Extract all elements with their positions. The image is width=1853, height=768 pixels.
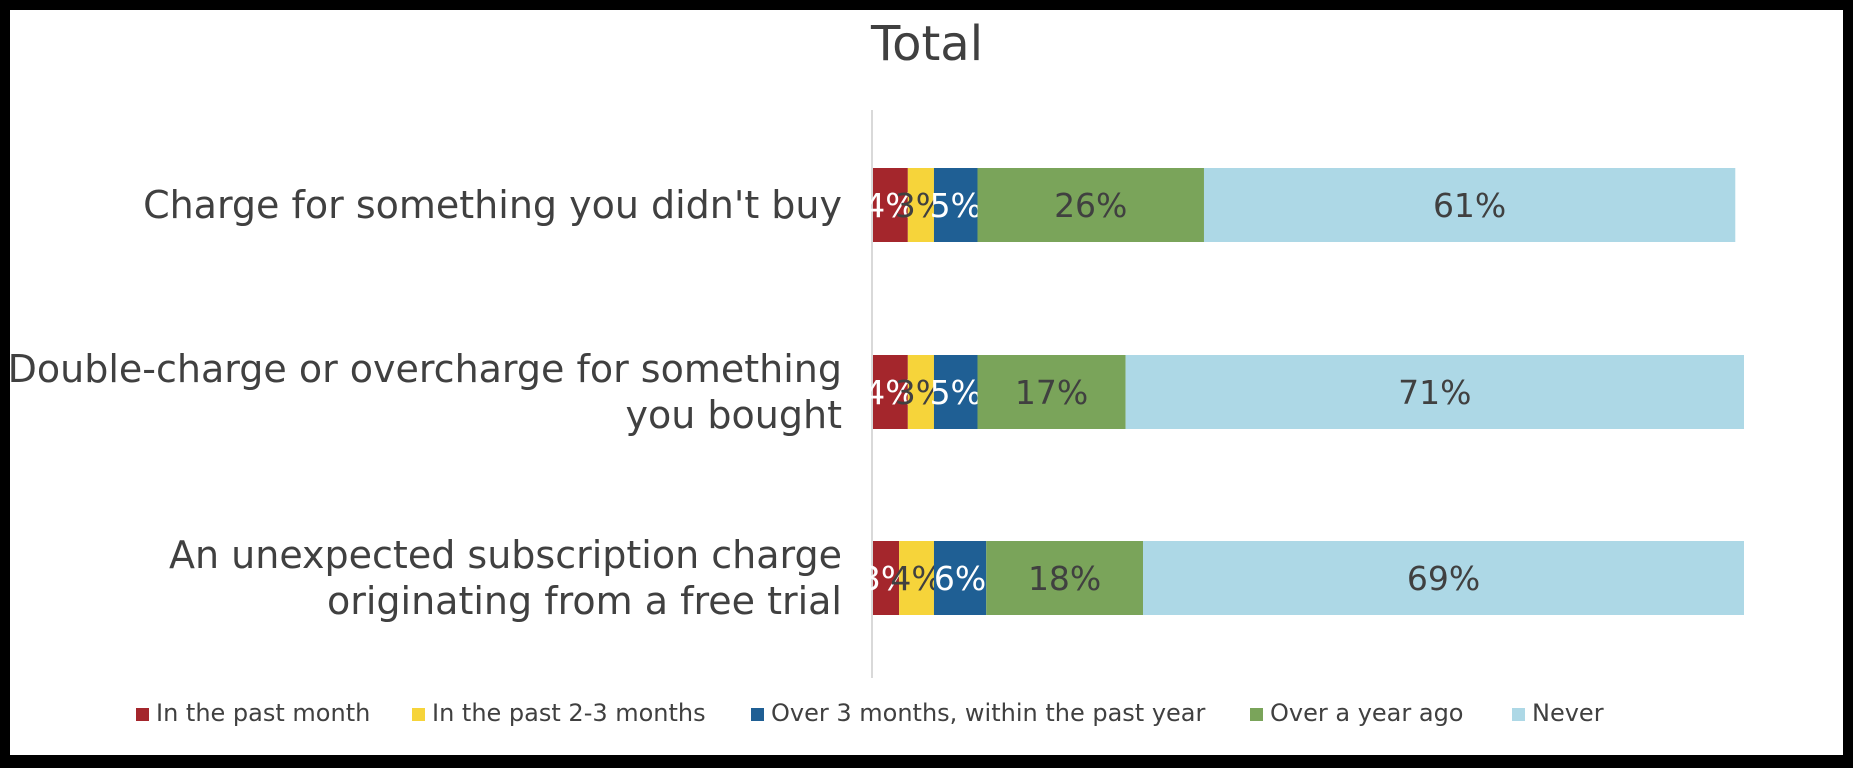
legend-swatch-5 bbox=[1512, 708, 1525, 721]
stacked-bar-chart: Total 4%3%5% 26% 61%4%3%5% 17% 71%3%4%6% 18% 6… bbox=[10, 16, 1744, 727]
legend-swatch-3 bbox=[751, 708, 764, 721]
legend-label-1: In the past month bbox=[156, 699, 370, 727]
category-label-1: Charge for something you didn't buy bbox=[143, 183, 842, 227]
bar-segment-2-1 bbox=[873, 355, 908, 429]
data-label-1-4: 26% bbox=[1054, 186, 1127, 225]
bar-segment-1-3 bbox=[933, 168, 978, 242]
category-labels: Charge for something you didn't buy Doubl… bbox=[10, 183, 842, 623]
data-label-1-3: 5% bbox=[930, 186, 982, 225]
chart-frame: Total 4% 3% 5% 26% 61% 4% 3% 5% 17% 71% 3% 4% 6% 18% 6… bbox=[10, 10, 1843, 755]
data-label-3-4: 18% bbox=[1028, 559, 1101, 598]
data-label-2-3: 5% bbox=[930, 373, 982, 412]
bar-segment-3-3 bbox=[933, 541, 987, 615]
data-label-3-3: 6% bbox=[934, 559, 986, 598]
data-label-3-5: 69% bbox=[1407, 559, 1480, 598]
bar-segment-3-5 bbox=[1143, 541, 1744, 615]
legend-label-5: Never bbox=[1532, 699, 1604, 727]
legend-label-4: Over a year ago bbox=[1270, 699, 1464, 727]
legend-swatch-4 bbox=[1250, 708, 1263, 721]
bar-group: 4%3%5% 26% 61%4%3%5% 17% 71%3%4%6% 18% 69% bbox=[860, 168, 1744, 615]
legend-label-2: In the past 2-3 months bbox=[432, 699, 706, 727]
chart-title: Total bbox=[870, 16, 983, 72]
legend-label-3: Over 3 months, within the past year bbox=[771, 699, 1206, 727]
bar-segment-3-2 bbox=[899, 541, 934, 615]
legend: In the past month In the past 2-3 months O… bbox=[136, 699, 1604, 727]
bar-segment-3-4 bbox=[986, 541, 1144, 615]
legend-swatch-1 bbox=[136, 708, 149, 721]
bar-segment-3-1 bbox=[873, 541, 900, 615]
bar-segment-1-2 bbox=[907, 168, 934, 242]
bar-segment-2-4 bbox=[977, 355, 1126, 429]
category-label-3: An unexpected subscription charge origina… bbox=[169, 533, 842, 623]
bar-segment-2-2 bbox=[907, 355, 934, 429]
data-label-2-5: 71% bbox=[1398, 373, 1471, 412]
legend-swatch-2 bbox=[412, 708, 425, 721]
bar-segment-1-4 bbox=[977, 168, 1204, 242]
bar-segment-1-5 bbox=[1203, 168, 1736, 242]
category-label-2: Double-charge or overcharge for somethin… bbox=[10, 347, 842, 437]
data-label-1-5: 61% bbox=[1433, 186, 1506, 225]
data-label-2-4: 17% bbox=[1015, 373, 1088, 412]
bar-segment-2-5 bbox=[1125, 355, 1744, 429]
bar-segment-2-3 bbox=[933, 355, 978, 429]
bar-segment-1-1 bbox=[873, 168, 908, 242]
